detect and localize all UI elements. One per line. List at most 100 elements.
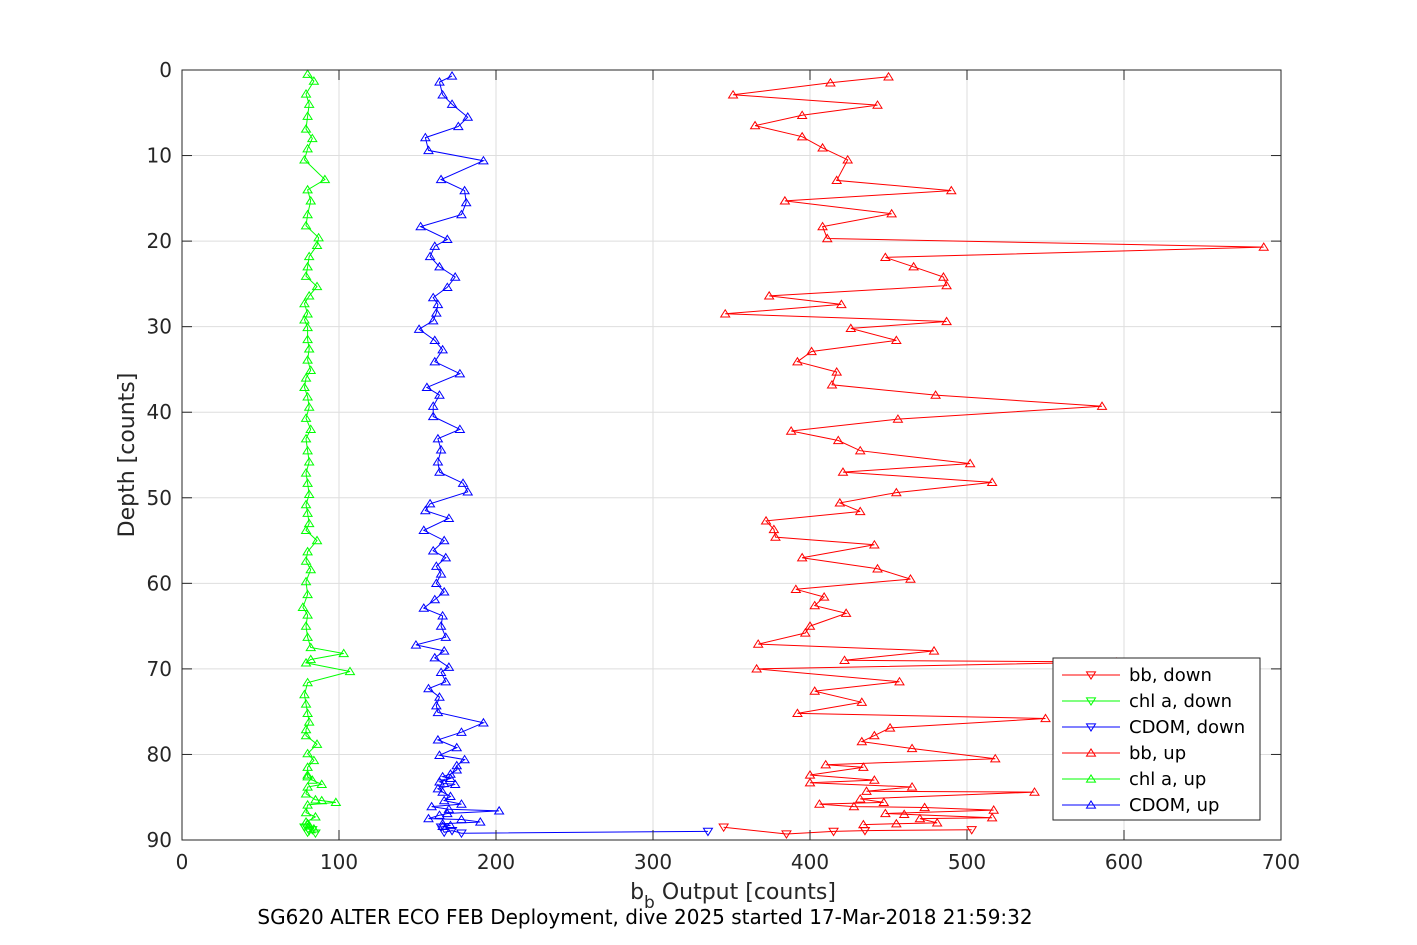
data-point <box>868 539 880 549</box>
data-point <box>931 817 943 827</box>
data-point <box>456 829 467 839</box>
data-point <box>879 252 891 262</box>
data-point <box>434 692 445 701</box>
data-point <box>905 574 916 583</box>
data-point <box>434 390 445 399</box>
data-point <box>840 608 852 617</box>
x-tick-label: 400 <box>791 850 829 874</box>
data-point <box>308 823 320 833</box>
data-point <box>493 805 505 815</box>
data-point <box>845 323 857 333</box>
data-point <box>426 801 438 811</box>
x-tick-label: 0 <box>176 850 189 874</box>
data-point <box>796 131 808 141</box>
data-point <box>427 315 439 325</box>
data-point <box>989 753 1001 763</box>
data-point <box>809 600 821 610</box>
data-point <box>311 739 323 748</box>
data-point <box>424 498 436 508</box>
data-point <box>434 261 445 271</box>
plot-frame <box>181 69 1282 841</box>
data-point <box>809 686 821 695</box>
data-point <box>986 812 998 822</box>
data-point <box>814 799 825 808</box>
data-point <box>311 281 323 291</box>
legend-marker <box>1085 723 1097 732</box>
data-point <box>908 261 920 271</box>
data-point <box>832 435 844 445</box>
data-point <box>890 487 902 497</box>
data-point <box>300 730 312 740</box>
data-point <box>857 762 869 771</box>
data-point <box>302 445 314 455</box>
data-point <box>928 645 940 655</box>
data-point <box>478 155 489 165</box>
data-point <box>861 786 872 795</box>
data-point <box>854 506 866 516</box>
data-point <box>868 730 880 740</box>
data-point <box>344 666 356 676</box>
data-point <box>410 639 422 649</box>
data-point <box>300 499 312 509</box>
data-point <box>440 552 452 562</box>
x-tick-label: 500 <box>948 850 986 874</box>
data-point <box>440 632 452 641</box>
data-point <box>302 478 314 487</box>
data-point <box>878 797 890 807</box>
data-point <box>300 576 312 586</box>
x-tick-label: 200 <box>477 850 515 874</box>
legend-box <box>1052 657 1261 821</box>
data-point <box>300 525 312 534</box>
data-point <box>310 811 321 821</box>
data-point <box>435 174 447 184</box>
data-point <box>837 467 849 476</box>
data-point <box>451 764 463 774</box>
data-point <box>316 795 328 805</box>
data-point <box>438 586 450 596</box>
data-point <box>413 324 425 333</box>
data-point <box>429 652 441 662</box>
legend-label: chl a, up <box>1129 769 1206 790</box>
data-point <box>792 356 803 366</box>
data-point <box>446 99 458 108</box>
data-point <box>941 280 952 290</box>
data-point <box>941 316 952 326</box>
data-point <box>302 769 314 779</box>
data-point <box>300 724 312 734</box>
data-point <box>437 821 449 830</box>
data-point <box>456 814 467 824</box>
data-point <box>300 433 312 443</box>
data-point <box>302 748 314 758</box>
data-point <box>300 124 312 133</box>
y-tick-label: 30 <box>147 315 172 339</box>
data-point <box>302 632 314 641</box>
data-point <box>890 818 902 828</box>
data-point <box>306 133 318 143</box>
data-point <box>438 778 450 788</box>
data-point <box>421 382 433 392</box>
axis-ticks: 0 100 200 300 400 500 600 700 0 10 20 30 40 50 60 70 80 9… <box>147 58 1301 874</box>
data-point <box>1029 787 1040 796</box>
data-point <box>299 298 310 308</box>
data-point <box>303 518 315 528</box>
data-point <box>300 698 312 708</box>
data-point <box>432 299 444 309</box>
data-point <box>423 145 434 155</box>
y-tick-label: 90 <box>147 828 172 852</box>
legend-label: bb, up <box>1129 743 1186 764</box>
data-point <box>760 515 772 525</box>
data-point <box>768 524 780 534</box>
data-point <box>779 195 791 205</box>
data-point <box>438 795 450 805</box>
data-point <box>302 508 314 517</box>
data-point <box>302 677 314 687</box>
data-point <box>1040 713 1051 723</box>
data-point <box>799 627 811 637</box>
data-point <box>478 717 489 727</box>
data-point <box>302 261 314 271</box>
data-point <box>854 445 866 455</box>
legend-marker <box>1085 774 1097 783</box>
data-point <box>474 817 486 826</box>
data-point <box>418 525 430 534</box>
data-point <box>300 621 312 630</box>
